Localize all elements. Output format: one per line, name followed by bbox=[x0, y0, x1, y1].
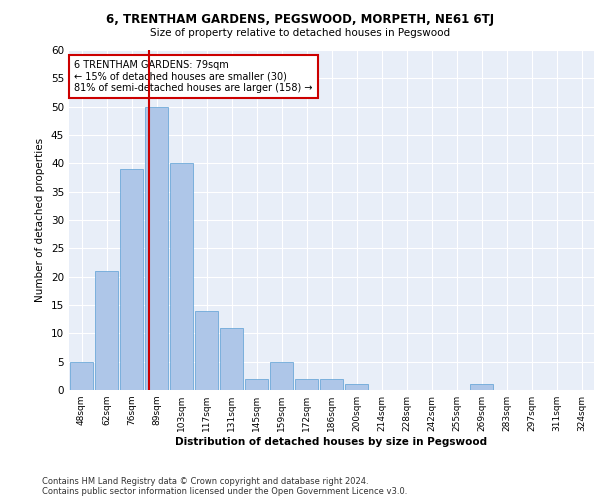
Bar bbox=[194, 310, 218, 390]
Bar bbox=[344, 384, 368, 390]
Bar bbox=[170, 164, 193, 390]
Bar bbox=[269, 362, 293, 390]
X-axis label: Distribution of detached houses by size in Pegswood: Distribution of detached houses by size … bbox=[175, 437, 488, 447]
Text: Size of property relative to detached houses in Pegswood: Size of property relative to detached ho… bbox=[150, 28, 450, 38]
Text: 6 TRENTHAM GARDENS: 79sqm
← 15% of detached houses are smaller (30)
81% of semi-: 6 TRENTHAM GARDENS: 79sqm ← 15% of detac… bbox=[74, 60, 313, 94]
Bar bbox=[70, 362, 94, 390]
Y-axis label: Number of detached properties: Number of detached properties bbox=[35, 138, 46, 302]
Bar bbox=[470, 384, 493, 390]
Bar bbox=[119, 169, 143, 390]
Bar bbox=[295, 378, 319, 390]
Bar bbox=[95, 271, 118, 390]
Text: Contains public sector information licensed under the Open Government Licence v3: Contains public sector information licen… bbox=[42, 487, 407, 496]
Text: Contains HM Land Registry data © Crown copyright and database right 2024.: Contains HM Land Registry data © Crown c… bbox=[42, 477, 368, 486]
Bar bbox=[245, 378, 268, 390]
Bar bbox=[145, 106, 169, 390]
Bar bbox=[320, 378, 343, 390]
Text: 6, TRENTHAM GARDENS, PEGSWOOD, MORPETH, NE61 6TJ: 6, TRENTHAM GARDENS, PEGSWOOD, MORPETH, … bbox=[106, 12, 494, 26]
Bar bbox=[220, 328, 244, 390]
